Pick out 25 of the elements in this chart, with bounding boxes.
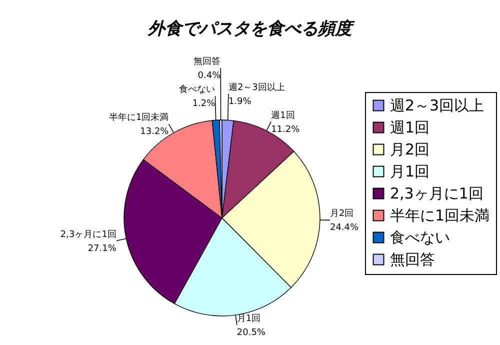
data-label: 27.1% bbox=[88, 244, 117, 254]
slice-label: 週2～3回以上 bbox=[228, 82, 285, 93]
slice-label: 食べない bbox=[179, 84, 216, 96]
legend-label: 無回答 bbox=[390, 250, 435, 268]
data-label: 20.5% bbox=[236, 328, 266, 338]
data-label: 11.2% bbox=[271, 124, 300, 135]
data-label: 0.4% bbox=[198, 71, 222, 82]
legend-label: 月2回 bbox=[390, 140, 430, 158]
data-label: 1.2% bbox=[192, 99, 216, 110]
chart-title: 外食でパスタを食べる頻度 bbox=[147, 19, 355, 39]
slice-label: 無回答 bbox=[194, 56, 221, 68]
legend-label: 2,3ヶ月に1回 bbox=[390, 184, 484, 202]
data-label: 1.9% bbox=[228, 96, 252, 107]
slice-label: 2,3ヶ月に1回 bbox=[60, 230, 116, 240]
legend-label: 週1回 bbox=[390, 118, 430, 136]
legend-label: 週2～3回以上 bbox=[390, 96, 484, 114]
slice-label: 月1回 bbox=[236, 314, 261, 324]
data-label: 24.4% bbox=[330, 223, 360, 234]
legend-label: 半年に1回未満 bbox=[390, 206, 490, 224]
slice-label: 半年に1回未満 bbox=[109, 112, 169, 124]
legend-label: 食べない bbox=[390, 228, 450, 246]
data-label: 13.2% bbox=[140, 127, 170, 138]
slice-label: 月2回 bbox=[330, 209, 354, 220]
legend-label: 月1回 bbox=[390, 162, 430, 180]
slice-label: 週1回 bbox=[271, 110, 295, 121]
